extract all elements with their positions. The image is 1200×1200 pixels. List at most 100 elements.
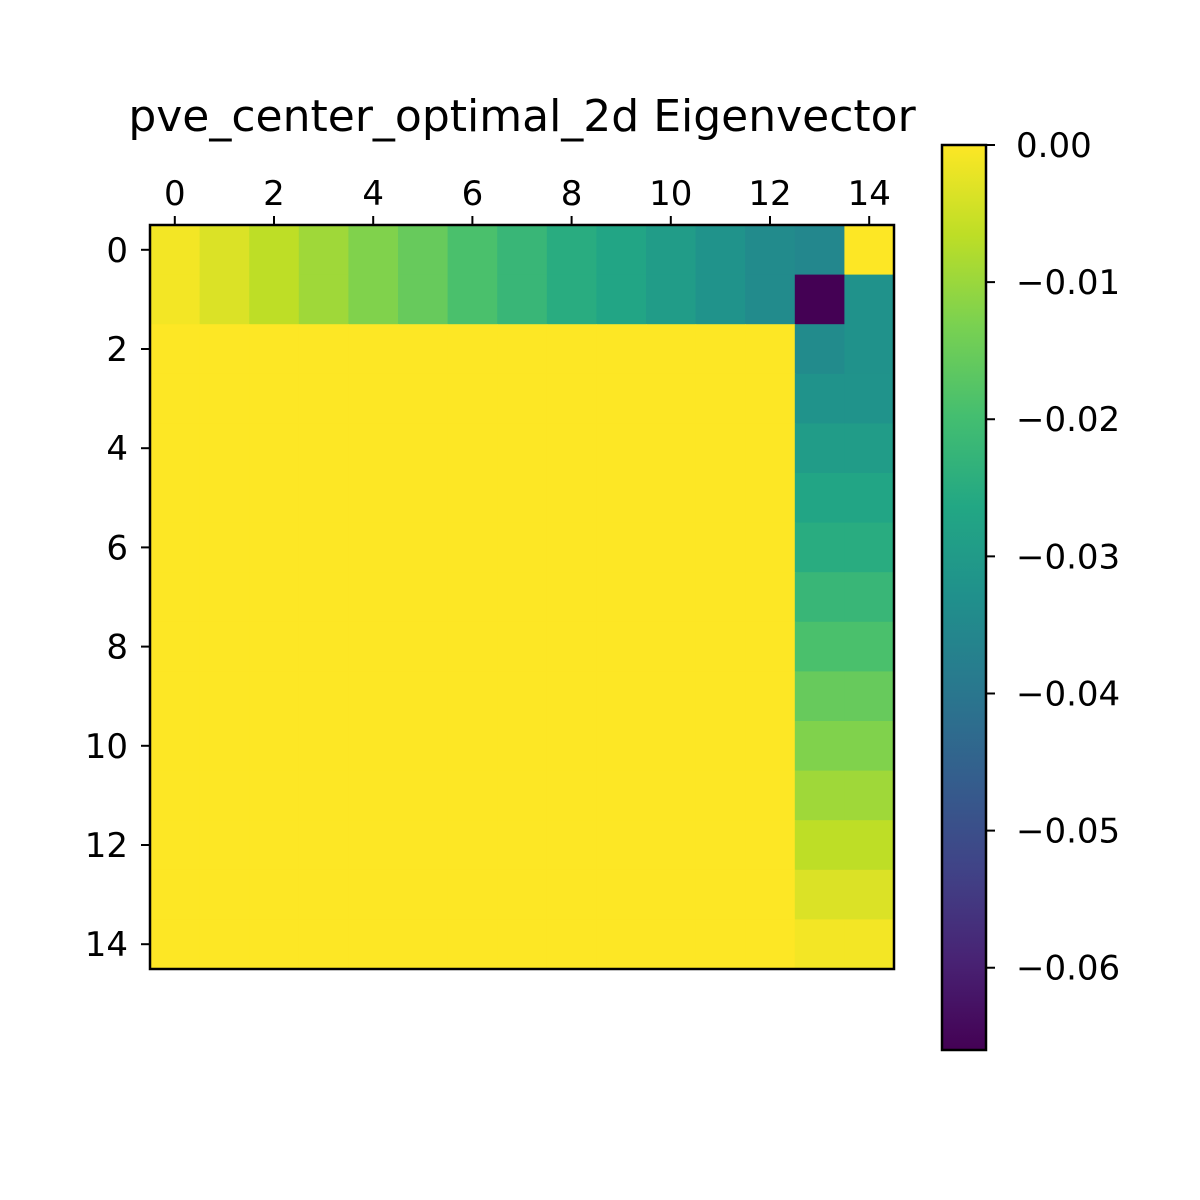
heatmap-cell-r10-c2	[249, 721, 300, 772]
heatmap-cell-r10-c4	[348, 721, 399, 772]
heatmap-cell-r6-c5	[398, 522, 449, 573]
heatmap-cell-r8-c9	[596, 621, 647, 672]
heatmap-cell-r11-c12	[745, 770, 796, 821]
heatmap-cell-r13-c2	[249, 869, 300, 920]
heatmap-cell-r11-c0	[150, 770, 201, 821]
plot-frame	[148, 223, 896, 971]
heatmap-cell-r7-c7	[497, 572, 548, 623]
heatmap-cell-r11-c8	[546, 770, 597, 821]
y-tick-label: 12	[85, 826, 128, 866]
heatmap-cell-r14-c3	[298, 919, 349, 970]
heatmap-cell-r1-c3	[298, 274, 349, 325]
heatmap-cell-r7-c9	[596, 572, 647, 623]
heatmap-cell-r7-c4	[348, 572, 399, 623]
heatmap-cell-r10-c12	[745, 721, 796, 772]
heatmap-cell-r11-c7	[497, 770, 548, 821]
x-tick-label: 6	[462, 174, 484, 214]
heatmap-cell-r13-c8	[546, 869, 597, 920]
heatmap-cell-r6-c0	[150, 522, 201, 573]
heatmap-cell-r7-c13	[794, 572, 845, 623]
heatmap-cell-r4-c5	[398, 423, 449, 474]
heatmap-cell-r13-c3	[298, 869, 349, 920]
heatmap-cell-r10-c1	[199, 721, 250, 772]
heatmap-cell-r2-c14	[844, 324, 895, 375]
heatmap-cell-r8-c0	[150, 621, 201, 672]
heatmap-cell-r6-c14	[844, 522, 895, 573]
heatmap-cell-r14-c13	[794, 919, 845, 970]
heatmap-cell-r9-c4	[348, 671, 399, 722]
heatmap-cell-r13-c14	[844, 869, 895, 920]
heatmap-cell-r5-c14	[844, 473, 895, 524]
heatmap-cell-r4-c1	[199, 423, 250, 474]
heatmap-cell-r14-c8	[546, 919, 597, 970]
heatmap-cell-r1-c13	[794, 274, 845, 325]
heatmap-cell-r10-c13	[794, 721, 845, 772]
heatmap-cell-r12-c6	[447, 820, 498, 871]
heatmap-cell-r4-c7	[497, 423, 548, 474]
heatmap-cell-r12-c14	[844, 820, 895, 871]
heatmap-cell-r12-c4	[348, 820, 399, 871]
heatmap-cell-r1-c2	[249, 274, 300, 325]
heatmap-cell-r4-c0	[150, 423, 201, 474]
heatmap-cell-r9-c13	[794, 671, 845, 722]
heatmap-cell-r5-c7	[497, 473, 548, 524]
heatmap-cell-r13-c10	[646, 869, 697, 920]
heatmap-cell-r0-c3	[298, 225, 349, 276]
heatmap-cell-r9-c14	[844, 671, 895, 722]
heatmap-cell-r3-c6	[447, 373, 498, 424]
heatmap-cell-r7-c14	[844, 572, 895, 623]
heatmap-cell-r9-c12	[745, 671, 796, 722]
heatmap-cell-r2-c1	[199, 324, 250, 375]
heatmap-cell-r3-c14	[844, 373, 895, 424]
heatmap-cell-r1-c8	[546, 274, 597, 325]
heatmap-cell-r0-c13	[794, 225, 845, 276]
x-tick-label: 4	[362, 174, 384, 214]
heatmap-cell-r7-c3	[298, 572, 349, 623]
heatmap-cell-r12-c3	[298, 820, 349, 871]
heatmap-cell-r12-c5	[398, 820, 449, 871]
heatmap-cell-r11-c9	[596, 770, 647, 821]
colorbar	[942, 145, 986, 1050]
heatmap-cell-r8-c12	[745, 621, 796, 672]
x-tick-label: 0	[164, 174, 186, 214]
heatmap-cell-r7-c2	[249, 572, 300, 623]
heatmap-cell-r8-c5	[398, 621, 449, 672]
heatmap-cell-r9-c10	[646, 671, 697, 722]
heatmap-cell-r7-c11	[695, 572, 746, 623]
heatmap-cell-r5-c5	[398, 473, 449, 524]
heatmap-cell-r3-c3	[298, 373, 349, 424]
heatmap-cell-r4-c14	[844, 423, 895, 474]
heatmap-cell-r6-c8	[546, 522, 597, 573]
heatmap-cell-r10-c0	[150, 721, 201, 772]
heatmap-cell-r0-c7	[497, 225, 548, 276]
heatmap-cell-r11-c13	[794, 770, 845, 821]
heatmap-cell-r12-c7	[497, 820, 548, 871]
heatmap-cell-r5-c9	[596, 473, 647, 524]
heatmap-cell-r1-c9	[596, 274, 647, 325]
heatmap-cell-r13-c13	[794, 869, 845, 920]
heatmap-cell-r7-c6	[447, 572, 498, 623]
heatmap-cell-r13-c4	[348, 869, 399, 920]
heatmap-cell-r5-c6	[447, 473, 498, 524]
heatmap-cell-r2-c10	[646, 324, 697, 375]
heatmap-cell-r1-c0	[150, 274, 201, 325]
heatmap-cell-r12-c0	[150, 820, 201, 871]
heatmap-cell-r14-c6	[447, 919, 498, 970]
heatmap-cell-r11-c3	[298, 770, 349, 821]
heatmap-cell-r5-c13	[794, 473, 845, 524]
heatmap-cell-r1-c1	[199, 274, 250, 325]
heatmap-cell-r6-c4	[348, 522, 399, 573]
heatmap-cell-r6-c10	[646, 522, 697, 573]
heatmap-cell-r1-c6	[447, 274, 498, 325]
y-axis: 0 2 4 6 8 10 12 14	[85, 231, 150, 965]
heatmap-cell-r14-c0	[150, 919, 201, 970]
heatmap-cell-r3-c9	[596, 373, 647, 424]
heatmap-cell-r13-c1	[199, 869, 250, 920]
heatmap-cell-r14-c2	[249, 919, 300, 970]
heatmap-cell-r0-c9	[596, 225, 647, 276]
heatmap-cell-r2-c5	[398, 324, 449, 375]
heatmap-cell-r5-c10	[646, 473, 697, 524]
heatmap-cell-r6-c7	[497, 522, 548, 573]
heatmap-cell-r1-c11	[695, 274, 746, 325]
heatmap-cell-r0-c10	[646, 225, 697, 276]
